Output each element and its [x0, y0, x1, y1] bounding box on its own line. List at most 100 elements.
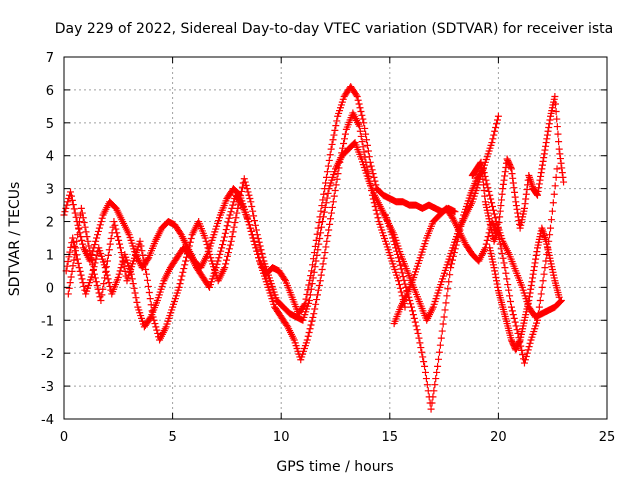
data-point: [320, 254, 328, 262]
data-point: [507, 165, 515, 173]
data-point: [414, 329, 422, 337]
data-point: [304, 332, 312, 340]
data-point: [509, 174, 517, 182]
data-point: [556, 150, 564, 158]
data-point: [327, 215, 335, 223]
data-point: [420, 358, 428, 366]
data-point: [118, 253, 126, 261]
data-point: [527, 281, 535, 289]
data-point: [79, 240, 87, 248]
data-point: [69, 201, 77, 209]
x-tick-label: 0: [60, 430, 68, 445]
data-point: [81, 223, 89, 231]
data-point: [221, 229, 229, 237]
data-point: [247, 227, 255, 235]
data-point: [324, 162, 332, 170]
data-point: [556, 155, 564, 163]
data-point: [314, 291, 322, 299]
data-point: [106, 240, 114, 248]
data-point: [553, 123, 561, 131]
data-point: [83, 233, 91, 241]
data-point: [92, 237, 100, 245]
data-point: [91, 274, 99, 282]
data-point: [313, 296, 321, 304]
data-point: [543, 135, 551, 143]
data-point: [341, 130, 349, 138]
data-point: [453, 237, 461, 245]
data-point: [548, 207, 556, 215]
data-point: [97, 218, 105, 226]
data-point: [413, 326, 421, 334]
data-point: [73, 255, 81, 263]
data-point: [318, 265, 326, 273]
data-point: [255, 238, 263, 246]
data-point: [251, 241, 259, 249]
data-point: [152, 323, 160, 331]
data-point: [114, 273, 122, 281]
data-point: [130, 284, 138, 292]
data-point: [525, 293, 533, 301]
data-point: [494, 283, 502, 291]
data-point: [412, 322, 420, 330]
data-point: [551, 92, 559, 100]
data-point: [491, 214, 499, 222]
data-point: [80, 282, 88, 290]
data-point: [145, 289, 153, 297]
data-point: [246, 221, 254, 229]
data-point: [494, 112, 502, 120]
data-point: [132, 294, 140, 302]
data-point: [540, 150, 548, 158]
data-point: [388, 231, 396, 239]
data-point: [121, 267, 129, 275]
data-point: [522, 190, 530, 198]
data-point: [537, 172, 545, 180]
data-point: [312, 257, 320, 265]
data-point: [497, 202, 505, 210]
data-point: [500, 176, 508, 184]
data-point: [203, 241, 211, 249]
data-point: [549, 199, 557, 207]
data-point: [496, 240, 504, 248]
data-point: [175, 283, 183, 291]
data-point: [553, 115, 561, 123]
data-point: [532, 255, 540, 263]
data-point: [224, 252, 232, 260]
data-point: [243, 185, 251, 193]
data-point: [115, 236, 123, 244]
data-point: [325, 156, 333, 164]
data-point: [231, 218, 239, 226]
data-point: [438, 327, 446, 335]
data-point: [490, 264, 498, 272]
data-point: [372, 181, 380, 189]
data-point: [311, 305, 319, 313]
data-point: [551, 182, 559, 190]
data-point: [445, 278, 453, 286]
data-point: [494, 224, 502, 232]
data-point: [181, 261, 189, 269]
data-point: [416, 339, 424, 347]
data-point: [476, 159, 484, 167]
data-point: [216, 250, 224, 258]
data-point: [545, 120, 553, 128]
data-point: [356, 104, 364, 112]
data-point: [324, 189, 332, 197]
data-point: [89, 261, 97, 269]
data-point: [504, 281, 512, 289]
data-point: [539, 157, 547, 165]
data-point: [486, 191, 494, 199]
data-point: [245, 191, 253, 199]
data-point: [558, 169, 566, 177]
data-point: [228, 204, 236, 212]
data-point: [391, 241, 399, 249]
data-point: [374, 214, 382, 222]
data-point: [237, 187, 245, 195]
data-point: [143, 270, 151, 278]
data-point: [74, 259, 82, 267]
data-point: [367, 162, 375, 170]
data-point: [527, 285, 535, 293]
data-point: [491, 270, 499, 278]
data-point: [450, 249, 458, 257]
data-point: [92, 278, 100, 286]
data-point: [498, 190, 506, 198]
data-point: [534, 310, 542, 318]
